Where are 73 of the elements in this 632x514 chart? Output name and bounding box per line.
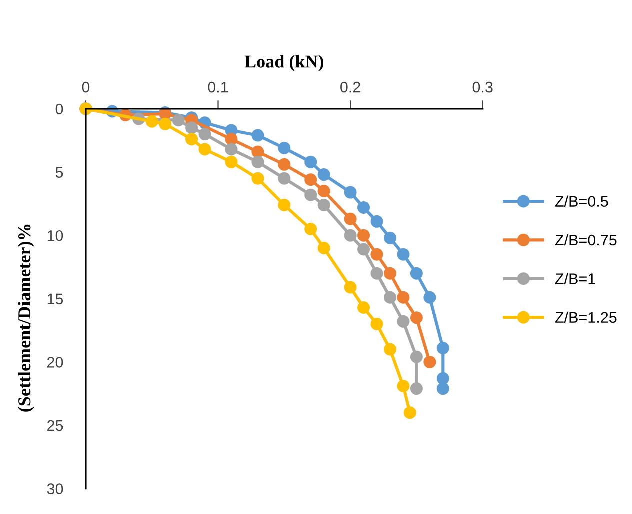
legend-label: Z/B=1: [555, 273, 596, 284]
point: [252, 156, 264, 168]
point: [318, 198, 330, 212]
y-tick-label: 15: [48, 294, 64, 305]
point: [384, 343, 396, 356]
point: [186, 122, 198, 134]
point: [318, 168, 330, 182]
point: [304, 223, 318, 236]
point: [278, 158, 291, 171]
point: [358, 243, 370, 256]
point: [436, 342, 450, 355]
point: [384, 291, 396, 304]
point: [397, 380, 410, 393]
x-tick-label: 0.1: [208, 82, 228, 93]
point: [404, 406, 416, 420]
point: [344, 186, 357, 199]
point: [424, 356, 436, 368]
point: [304, 188, 318, 202]
point: [252, 172, 264, 185]
point: [370, 215, 384, 228]
point: [370, 248, 384, 261]
y-tick-label: 10: [48, 230, 64, 242]
point: [424, 291, 436, 304]
point: [159, 118, 172, 130]
point: [344, 281, 357, 294]
y-axis-title: (Settlement/Diameter)%: [18, 224, 34, 412]
point: [278, 198, 291, 212]
point: [278, 142, 291, 154]
point: [410, 312, 423, 324]
legend-label: Z/B=1.25: [555, 312, 617, 324]
point: [225, 156, 238, 168]
point: [384, 232, 396, 244]
point: [397, 291, 410, 304]
legend-label: Z/B=0.5: [555, 196, 608, 207]
point: [252, 129, 264, 142]
y-tick-label: 30: [47, 484, 64, 494]
x-tick-label: 0.3: [472, 82, 493, 93]
point: [410, 382, 423, 396]
point: [358, 229, 370, 242]
y-tick-label: 0: [56, 104, 64, 115]
y-tick-label: 20: [48, 357, 64, 368]
point: [225, 143, 238, 156]
point: [358, 201, 370, 214]
point: [278, 172, 291, 185]
point: [358, 302, 370, 314]
point: [397, 248, 410, 261]
point: [410, 267, 423, 280]
point: [397, 315, 410, 328]
point: [225, 133, 238, 146]
x-tick-label: 0.2: [340, 82, 360, 93]
y-tick-label: 5: [56, 167, 64, 178]
point: [370, 318, 384, 330]
point: [344, 229, 357, 242]
point: [146, 115, 158, 128]
point: [172, 114, 185, 127]
point: [304, 174, 318, 186]
point: [252, 146, 264, 158]
point: [186, 133, 198, 146]
point: [370, 267, 384, 280]
x-axis-title: Load (kN): [244, 55, 324, 72]
point: [436, 382, 450, 396]
x-tick-label: 0: [82, 82, 90, 93]
point: [304, 156, 318, 168]
point: [318, 185, 330, 198]
point: [198, 128, 212, 141]
point: [436, 372, 450, 385]
y-tick-label: 25: [48, 420, 64, 432]
point: [318, 242, 330, 254]
point: [344, 212, 357, 226]
legend-label: Z/B=0.75: [555, 234, 617, 246]
point: [410, 350, 423, 364]
point: [384, 267, 396, 280]
point: [198, 143, 212, 156]
